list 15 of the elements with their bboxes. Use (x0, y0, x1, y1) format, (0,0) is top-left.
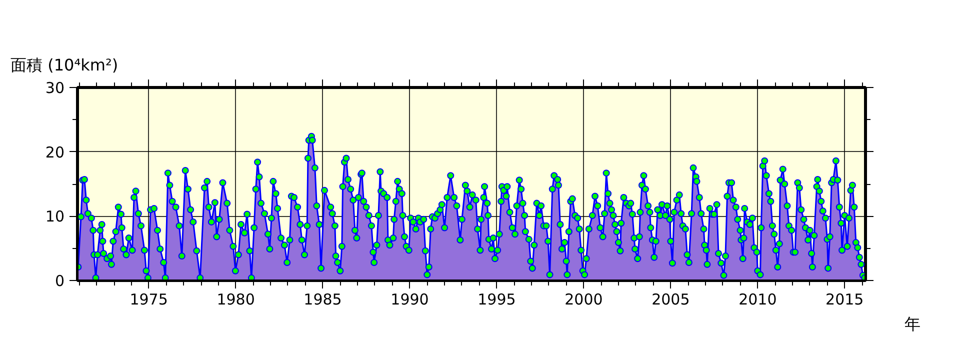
x-tick-label: 2015 (826, 290, 864, 308)
x-tick-label: 2005 (652, 290, 690, 308)
x-tick-label: 2000 (564, 290, 603, 308)
x-tick-label: 1975 (130, 290, 168, 308)
x-tick-label: 1990 (390, 290, 429, 308)
y-axis-title: 面積 (10⁴km²) (10, 56, 118, 74)
y-tick-label: 30 (45, 79, 65, 97)
x-tick-label: 2010 (738, 290, 777, 308)
y-tick-label: 20 (45, 143, 65, 162)
y-tick-label: 10 (45, 208, 65, 226)
x-tick-label: 1995 (478, 290, 516, 308)
x-axis-title: 年 (904, 314, 920, 334)
y-tick-label: 0 (54, 272, 65, 290)
x-tick-label: 1985 (304, 290, 342, 308)
x-tick-label: 1980 (216, 290, 255, 308)
